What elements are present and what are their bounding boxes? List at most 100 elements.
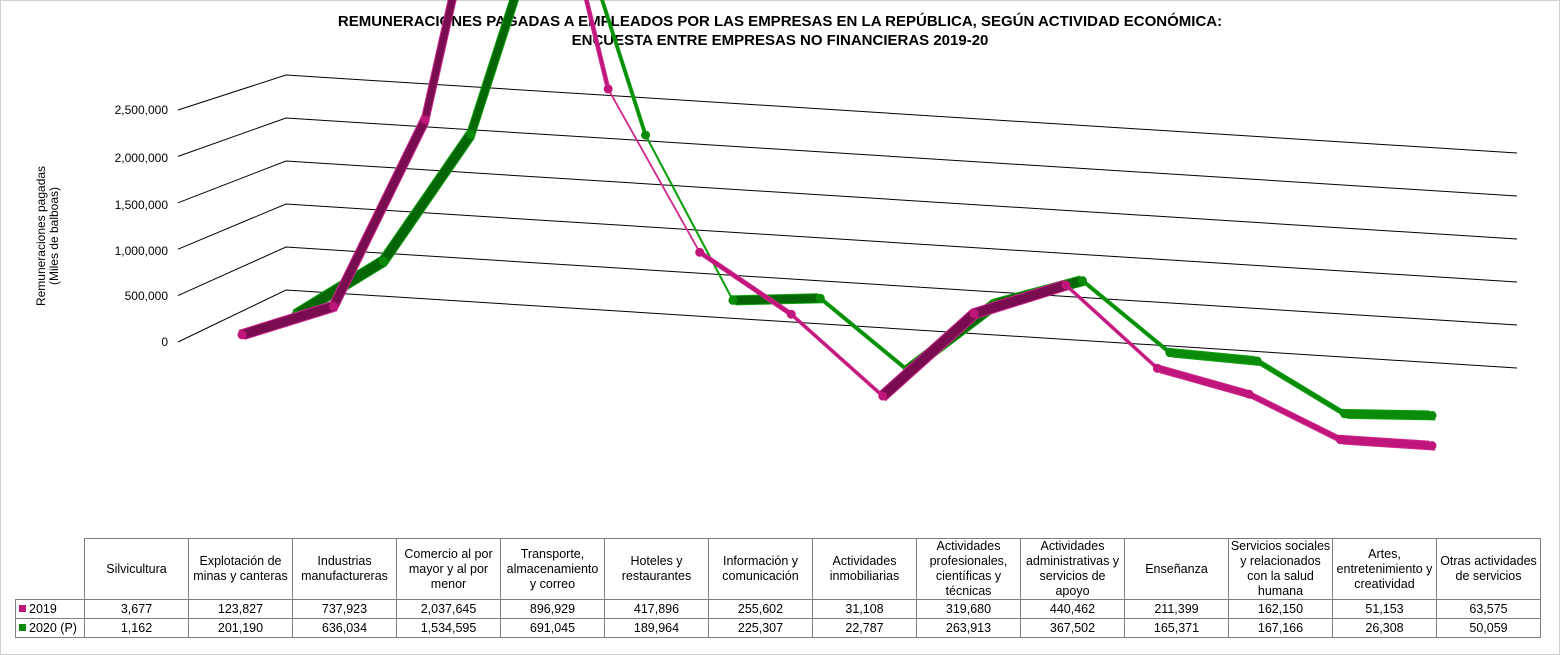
chart-title-line-1: REMUNERACIONES PAGADAS A EMPLEADOS POR L… [337,13,1223,30]
series-segment [1153,363,1253,400]
data-point [786,309,796,319]
data-point [466,129,476,139]
category-header: Servicios sociales y relacionados con la… [1228,538,1333,600]
value-cell: 211,399 [1124,599,1229,619]
y-tick-label: 1,500,000 [114,198,168,212]
category-header: Información y comunicación [708,538,813,600]
value-cell: 737,923 [292,599,397,619]
series-segment [1253,355,1349,419]
value-cell: 636,034 [292,618,397,638]
data-point [329,301,339,311]
gridline [177,203,1518,283]
category-header: Actividades administrativas y servicios … [1020,538,1125,600]
series-segment [379,129,475,267]
data-point [1427,410,1437,420]
data-point [1244,389,1254,399]
category-header: Actividades profesionales, científicas y… [916,538,1021,600]
series-segment [879,308,978,402]
table-header-row: Silvicultura Explotación de minas y cante… [15,538,1541,600]
data-point [1152,363,1162,373]
value-cell: 225,307 [708,618,813,638]
legend-swatch-2019 [19,604,26,612]
series-segment [1062,280,1161,374]
value-cell: 51,153 [1332,599,1437,619]
value-cell: 201,190 [188,618,293,638]
category-header: Comercio al por mayor y al por menor [396,538,501,600]
table-row: 2020 (P) 1,162 201,190 636,034 1,534,595 691… [15,618,1541,638]
series-label-2020: 2020 (P) [15,618,85,638]
data-point [1335,435,1345,445]
value-cell: 896,929 [500,599,605,619]
data-point [1165,348,1175,358]
data-point [815,293,825,303]
series-segment [642,130,737,306]
value-cell: 31,108 [812,599,917,619]
value-cell: 440,462 [1020,599,1125,619]
series-segment [970,280,1070,319]
series-segment [584,0,612,94]
data-point [969,309,979,319]
chart-title: REMUNERACIONES PAGADAS A EMPLEADOS POR L… [0,12,1560,50]
value-cell: 123,827 [188,599,293,619]
data-point [641,130,651,140]
value-cell: 189,964 [604,618,709,638]
series-name: 2019 [29,601,57,616]
value-cell: 1,162 [84,618,189,638]
value-cell: 165,371 [1124,618,1229,638]
category-header: Industrias manufactureras [292,538,397,600]
data-point [237,330,247,340]
plot-area [177,0,1518,451]
category-header: Hoteles y restaurantes [604,538,709,600]
series-line-2020 [291,0,1437,421]
value-cell: 3,677 [84,599,189,619]
data-point [878,391,888,401]
series-segment [467,0,520,140]
y-tick-label: 500,000 [124,289,168,303]
value-cell: 417,896 [604,599,709,619]
legend-swatch-2020 [19,623,26,631]
data-point [1340,409,1350,419]
series-segment [816,293,912,376]
y-tick-label: 0 [161,335,168,349]
category-header: Silvicultura [84,538,189,600]
series-lines [237,0,1437,451]
data-point [378,256,388,266]
series-name: 2020 (P) [29,620,77,635]
category-header: Artes, entretenimiento y creatividad [1332,538,1437,600]
series-segment [787,309,887,402]
data-point [728,295,738,305]
category-header: Transporte, almacenamiento y correo [500,538,605,600]
y-tick-label: 2,000,000 [114,151,168,165]
series-segment [1336,434,1436,451]
series-segment [696,247,795,320]
category-header: Otras actividades de servicios [1436,538,1541,600]
value-cell: 263,913 [916,618,1021,638]
gridline [177,160,1518,240]
value-cell: 50,059 [1436,618,1541,638]
category-header: Enseñanza [1124,538,1229,600]
gridline [177,74,1518,154]
series-label-2019: 2019 [15,599,85,619]
series-segment [1341,408,1436,421]
table-corner [15,538,85,600]
value-cell: 22,787 [812,618,917,638]
gridline [177,117,1518,197]
value-cell: 691,045 [500,618,605,638]
value-cell: 319,680 [916,599,1021,619]
data-point [1061,280,1071,290]
y-tick-label: 2,500,000 [114,103,168,117]
data-point [420,115,430,125]
series-segment [1078,275,1174,358]
series-line-2019 [237,0,1437,451]
value-cell: 162,150 [1228,599,1333,619]
value-cell: 367,502 [1020,618,1125,638]
gridline [177,289,1518,369]
value-cell: 1,534,595 [396,618,501,638]
data-point [695,247,705,257]
data-point [603,84,613,94]
category-header: Explotación de minas y canteras [188,538,293,600]
value-cell: 255,602 [708,599,813,619]
chart-title-line-2: ENCUESTA ENTRE EMPRESAS NO FINANCIERAS 2… [571,32,989,49]
value-cell: 26,308 [1332,618,1437,638]
series-segment [604,83,704,258]
